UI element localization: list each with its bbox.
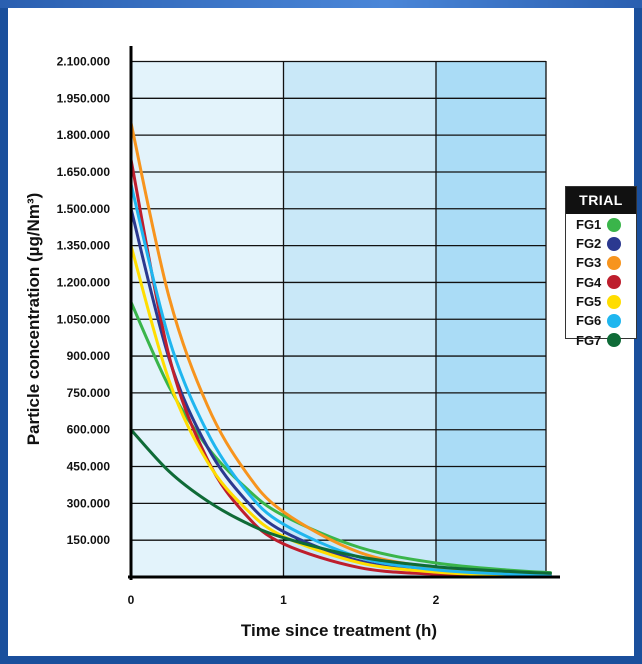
y-tick-label: 1.950.000 [57,91,111,105]
legend-item-fg7: FG7 [566,332,636,350]
y-tick-label: 1.800.000 [57,128,111,142]
legend-label: FG2 [576,236,602,252]
y-tick-label: 1.050.000 [57,312,111,326]
y-tick-label: 1.350.000 [57,239,111,253]
x-tick-label: 0 [128,593,135,607]
legend-swatch [607,256,622,271]
x-axis-title: Time since treatment (h) [241,621,437,640]
legend-label: FG5 [576,293,602,309]
top-frame-strip [0,0,642,8]
y-tick-label: 750.000 [67,386,111,400]
y-tick-label: 600.000 [67,423,111,437]
y-tick-label: 900.000 [67,349,111,363]
legend-item-fg1: FG1 [566,216,636,234]
legend-swatch [607,217,622,232]
legend-swatch [607,314,622,329]
x-tick-label: 1 [280,593,287,607]
legend-swatch [607,236,622,251]
y-tick-label: 450.000 [67,460,111,474]
y-tick-label: 300.000 [67,496,111,510]
legend-swatch [607,294,622,309]
y-tick-label: 1.200.000 [57,275,111,289]
y-tick-label: 150.000 [67,533,111,547]
legend-label: FG4 [576,274,602,290]
legend-title: TRIAL [566,187,636,214]
y-tick-label: 2.100.000 [57,55,111,69]
legend-item-fg4: FG4 [566,274,636,292]
x-tick-label: 2 [433,593,440,607]
y-axis-title: Particle concentration (µg/Nm³) [24,193,43,446]
legend-item-fg6: FG6 [566,312,636,330]
legend-items: FG1 FG2 FG3 FG4 FG5 FG6 FG7 [566,216,636,349]
y-tick-label: 1.500.000 [57,202,111,216]
legend: TRIAL FG1 FG2 FG3 FG4 FG5 FG6 FG7 [565,186,637,348]
legend-item-fg2: FG2 [566,235,636,253]
legend-label: FG3 [576,255,602,271]
series-line-fg7 [129,428,552,575]
legend-label: FG6 [576,313,602,329]
legend-item-fg5: FG5 [566,293,636,311]
y-tick-label: 1.650.000 [57,165,111,179]
series-line-fg6 [129,182,552,577]
legend-label: FG7 [576,332,602,348]
legend-label: FG1 [576,216,602,232]
legend-swatch [607,333,622,348]
legend-swatch [607,275,622,290]
legend-item-fg3: FG3 [566,254,636,272]
